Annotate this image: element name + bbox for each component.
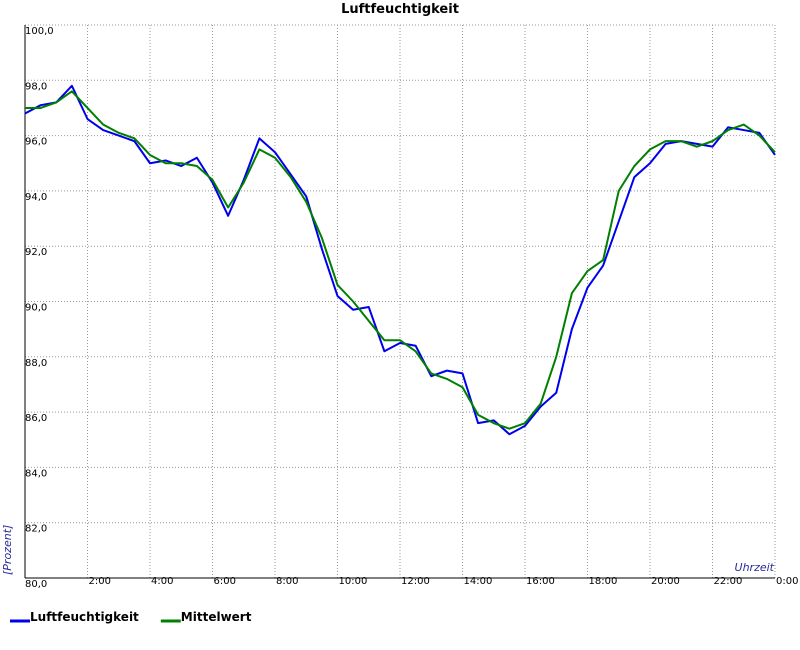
y-tick-label: 82,0 xyxy=(25,524,47,535)
x-tick-label: 12:00 xyxy=(401,576,430,587)
y-tick-label: 90,0 xyxy=(25,303,47,314)
legend-label: Mittelwert xyxy=(181,610,252,624)
y-tick-label: 94,0 xyxy=(25,192,47,203)
x-tick-label: 18:00 xyxy=(589,576,618,587)
series-line xyxy=(25,90,776,430)
y-tick-label: 84,0 xyxy=(25,468,47,479)
y-tick-label: 92,0 xyxy=(25,247,47,258)
y-axis-label: [Prozent] xyxy=(1,525,14,575)
y-tick-label: 80,0 xyxy=(25,579,47,590)
y-tick-label: 100,0 xyxy=(25,26,54,37)
x-tick-label: 20:00 xyxy=(651,576,680,587)
x-tick-label: 6:00 xyxy=(214,576,236,587)
y-tick-label: 98,0 xyxy=(25,81,47,92)
x-tick-label: 8:00 xyxy=(276,576,298,587)
x-tick-label: 4:00 xyxy=(151,576,173,587)
series-line xyxy=(24,84,776,436)
y-tick-label: 88,0 xyxy=(25,358,47,369)
x-tick-label: 14:00 xyxy=(464,576,493,587)
x-tick-label: 16:00 xyxy=(526,576,555,587)
x-tick-label: 10:00 xyxy=(339,576,368,587)
x-tick-label: 22:00 xyxy=(714,576,743,587)
x-axis-label: Uhrzeit xyxy=(735,561,775,574)
legend-label: Luftfeuchtigkeit xyxy=(30,610,139,624)
y-tick-label: 86,0 xyxy=(25,413,47,424)
chart-title: Luftfeuchtigkeit xyxy=(341,2,459,17)
x-tick-label: 2:00 xyxy=(89,576,111,587)
y-tick-label: 96,0 xyxy=(25,137,47,148)
x-tick-label: 0:00 xyxy=(776,576,798,587)
